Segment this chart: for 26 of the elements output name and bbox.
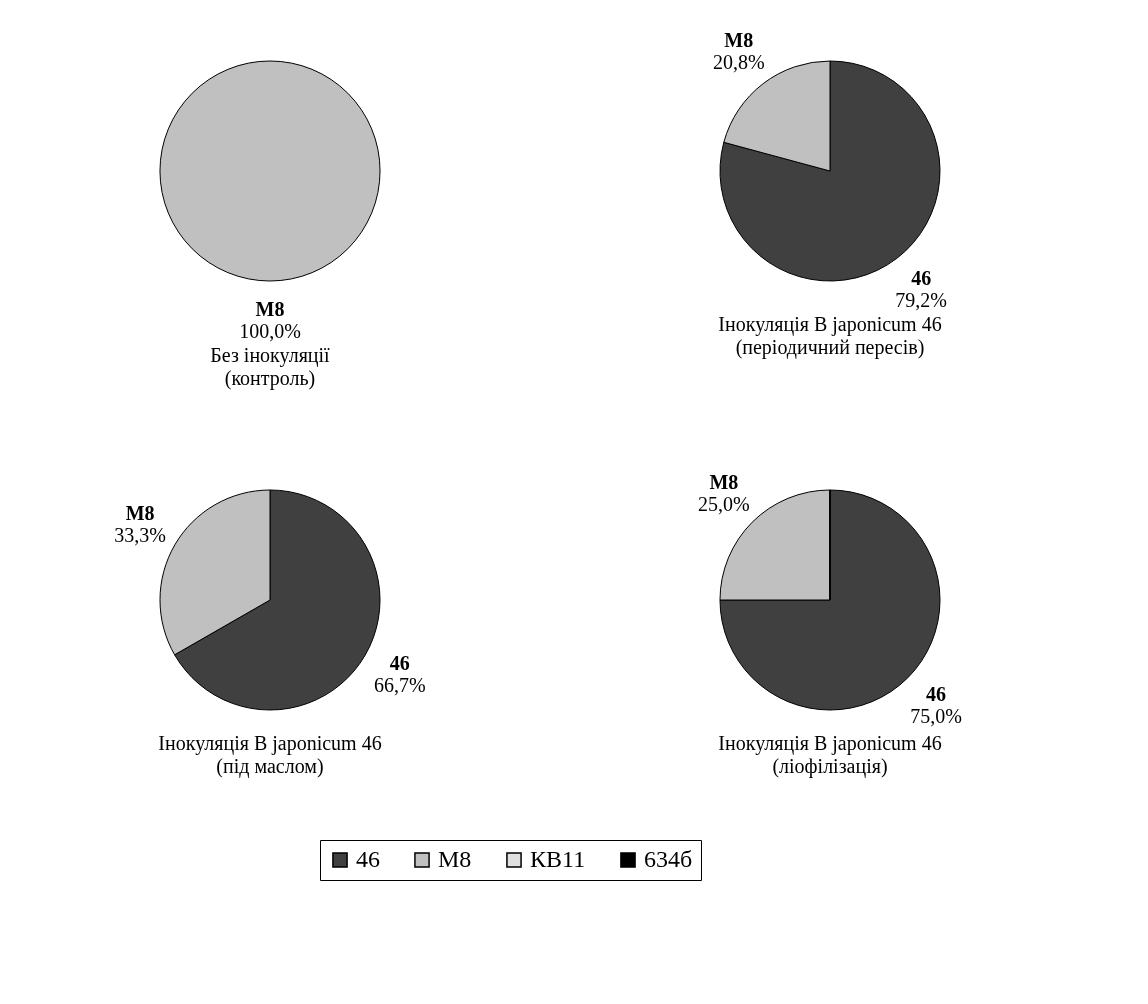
data-label: 75,0% xyxy=(910,705,962,728)
legend-label: 634б xyxy=(644,846,693,872)
data-label: 100,0% xyxy=(239,320,301,342)
data-label: 79,2% xyxy=(895,289,948,312)
slice-label: 46 xyxy=(389,652,410,675)
slice-label: 46 xyxy=(911,267,932,290)
data-label: 25,0% xyxy=(698,492,750,515)
text: (ліофілізація) xyxy=(772,754,888,778)
slice-label: M8 xyxy=(724,28,754,51)
text: (періодичний пересів) xyxy=(735,336,925,360)
slice-label: M8 xyxy=(255,298,285,320)
data-label: 33,3% xyxy=(114,523,167,546)
text: (під маслом) xyxy=(216,755,324,778)
slice-label: M8 xyxy=(709,470,739,493)
text: (контроль) xyxy=(224,367,316,390)
category-label: M8 xyxy=(438,846,472,872)
slice-label: 46 xyxy=(926,683,947,706)
data-label: 66,7% xyxy=(373,674,426,697)
text: Без інокуляції xyxy=(210,344,331,367)
legend-label: КВ11 xyxy=(530,846,586,872)
data-label: 20,8% xyxy=(712,50,765,73)
legend-label: 46 xyxy=(356,846,380,872)
text: Інокуляція B japonicum 46 xyxy=(718,313,942,337)
slice-label: M8 xyxy=(125,501,155,524)
text: Інокуляція B japonicum 46 xyxy=(158,732,382,755)
text: Інокуляція B japonicum 46 xyxy=(718,731,942,755)
